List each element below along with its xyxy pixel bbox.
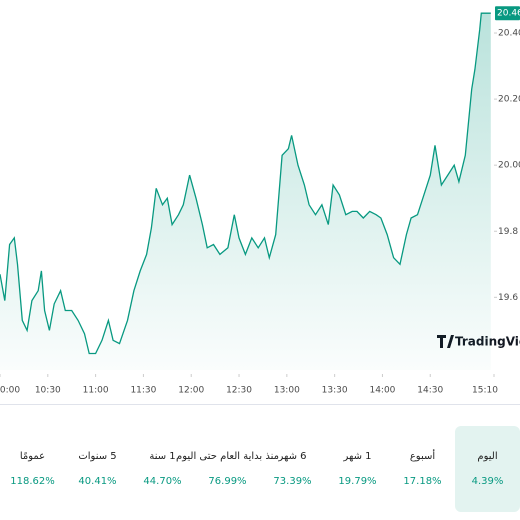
y-tick-label: 20.20 [498, 95, 520, 105]
y-tick-label: 20.40 [498, 29, 520, 39]
period-label: منذ بداية العام حتى اليوم [176, 451, 279, 462]
period-label: أسبوع [409, 451, 436, 462]
period-cell[interactable]: منذ بداية العام حتى اليوم 76.99% [176, 426, 279, 512]
period-value: 44.70% [143, 476, 182, 487]
x-tick-label: 0:00 [0, 386, 20, 396]
performance-row: اليوم 4.39% أسبوع 17.18% 1 شهر 19.79% 6 شهر 73.… [0, 426, 520, 516]
x-tick-label: 13:30 [322, 386, 348, 396]
period-label: اليوم [477, 451, 498, 462]
x-tick-label: 12:00 [178, 386, 204, 396]
period-label: 5 سنوات [78, 451, 117, 462]
last-price-badge [495, 6, 520, 21]
period-label: عمومًا [19, 451, 46, 462]
period-cell[interactable]: 1 شهر 19.79% [325, 426, 390, 512]
y-tick-label: 19.6 [498, 293, 518, 303]
x-tick-label: 13:00 [274, 386, 300, 396]
period-value: 4.39% [471, 476, 504, 487]
x-tick-label: 11:30 [130, 386, 156, 396]
x-tick-label: 14:30 [417, 386, 443, 396]
period-cell[interactable]: اليوم 4.39% [455, 426, 520, 512]
x-tick-label: 15:10 [472, 386, 498, 396]
y-tick-label: 20.00 [498, 161, 520, 171]
x-tick-label: 10:30 [35, 386, 61, 396]
x-tick-label: 11:00 [83, 386, 109, 396]
line [0, 12, 491, 355]
area [0, 13, 491, 370]
period-cell[interactable]: 6 شهر 73.39% [260, 426, 325, 512]
last-price-label: 20.46 [497, 9, 520, 19]
period-value: 73.39% [273, 476, 312, 487]
period-label: 1 سنة [149, 451, 176, 462]
period-value: 76.99% [208, 476, 247, 487]
x-tick-label: 12:30 [226, 386, 252, 396]
y-tick-label: 19.8 [498, 227, 518, 237]
period-value: 17.18% [403, 476, 442, 487]
period-value: 19.79% [338, 476, 377, 487]
period-label: 1 شهر [343, 451, 372, 462]
period-cell[interactable]: 1 سنة 44.70% [130, 426, 195, 512]
x-tick-label: 14:00 [369, 386, 395, 396]
period-cell[interactable]: عمومًا 118.62% [0, 426, 65, 512]
period-cell[interactable]: أسبوع 17.18% [390, 426, 455, 512]
period-cell[interactable]: 5 سنوات 40.41% [65, 426, 130, 512]
chart: TradingView 19.619.820.0020.2020.4020.46… [0, 6, 520, 405]
period-label: 6 شهر [278, 451, 307, 462]
period-value: 118.62% [10, 476, 55, 487]
period-value: 40.41% [78, 476, 117, 487]
